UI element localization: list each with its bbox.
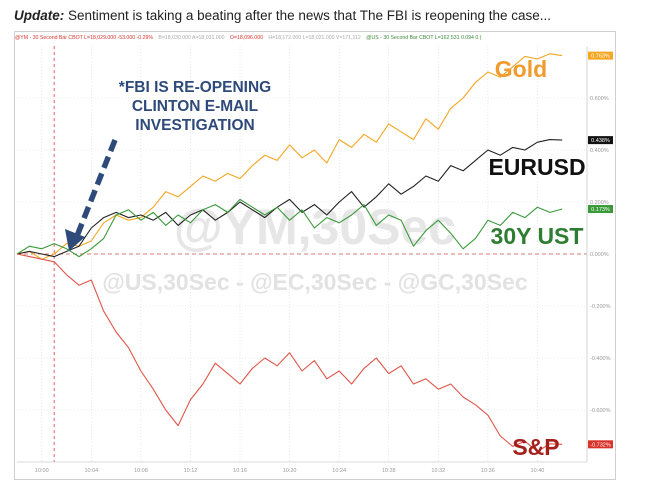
x-tick-label: 10:32 (431, 468, 445, 474)
series-line-s-p (16, 253, 563, 453)
series-label-30y-ust: 30Y UST (491, 223, 584, 249)
annotation-line-3: INVESTIGATION (135, 117, 254, 134)
series-line-eurusd (16, 139, 563, 258)
last-value-badge-gold (588, 51, 613, 60)
caption-text: Sentiment is taking a beating after the … (68, 8, 552, 23)
last-value-label-s-p: -0.732% (590, 442, 611, 448)
chart-frame: @YM - 30 Second Bar CBOT L=18,029.000 -5… (14, 31, 616, 480)
series-label-sp: S&P (512, 434, 559, 460)
y-tick-label: -0.400% (590, 356, 611, 362)
y-tick-label: -0.600% (590, 408, 611, 414)
y-tick-label: -0.200% (590, 304, 611, 310)
x-tick-label: 10:24 (332, 468, 346, 474)
annotation-arrow-shaft (74, 138, 118, 238)
series-line-30y-ust (16, 198, 563, 258)
legend-item-us: @US - 30 Second Bar CBOT L=162.531 0.094… (366, 35, 482, 41)
x-tick-label: 10:12 (184, 468, 198, 474)
series-label-layer: Gold EURUSD 30Y UST S&P (488, 56, 585, 460)
x-tick-label: 10:36 (481, 468, 495, 474)
last-value-badge-30y-ust (588, 205, 613, 214)
last-value-badge-s-p (588, 440, 613, 449)
legend-item-bid-ask: B=18,030.000 A=18,031.000 (158, 35, 225, 41)
y-tick-label: 0.200% (590, 200, 609, 206)
caption: Update: Sentiment is taking a beating af… (14, 8, 639, 23)
x-tick-label: 10:28 (382, 468, 396, 474)
watermark-layer: @YM,30Sec @US,30Sec - @EC,30Sec - @GC,30… (102, 199, 527, 295)
series-label-gold: Gold (495, 56, 547, 82)
chart-legend: @YM - 30 Second Bar CBOT L=18,029.000 -5… (15, 32, 615, 44)
legend-item-open: O=18,096.000 (229, 35, 263, 41)
last-value-label-gold: 0.763% (591, 54, 610, 60)
annotation-line-2: CLINTON E-MAIL (132, 98, 258, 115)
annotation-line-1: *FBI IS RE-OPENING (119, 79, 271, 96)
x-tick-label: 10:08 (134, 468, 148, 474)
y-tick-label: 0.600% (590, 96, 609, 102)
x-tick-label: 10:04 (84, 468, 98, 474)
x-tick-label: 10:00 (35, 468, 49, 474)
last-value-label-eurusd: 0.438% (591, 138, 610, 144)
last-value-badge-eurusd (588, 136, 613, 145)
line-chart: 10:00 10:04 10:08 10:12 10:16 10:20 10:24 10:28… (16, 46, 613, 474)
grid-layer: 10:00 10:04 10:08 10:12 10:16 10:20 10:24 10:28… (17, 46, 611, 474)
series-line-gold (16, 53, 563, 260)
legend-item-ym: @YM - 30 Second Bar CBOT L=18,029.000 -5… (15, 35, 153, 41)
x-tick-label: 10:20 (283, 468, 297, 474)
series-layer: 0.763% 0.438% 0.173% -0.732% (16, 51, 613, 453)
y-tick-label: 0.000% (590, 252, 609, 258)
legend-item-high-low: H=18,172.000 L=18,021.000 V=171,112 (268, 35, 361, 41)
last-value-label-30y-ust: 0.173% (591, 207, 610, 213)
annotation-layer: *FBI IS RE-OPENING CLINTON E-MAIL INVEST… (65, 79, 271, 251)
x-tick-label: 10:16 (233, 468, 247, 474)
caption-prefix: Update: (14, 8, 65, 23)
annotation-arrow-head (65, 229, 85, 251)
series-label-eurusd: EURUSD (488, 154, 585, 180)
y-tick-label: 0.400% (590, 148, 609, 154)
watermark-secondary: @US,30Sec - @EC,30Sec - @GC,30Sec (102, 269, 527, 295)
x-tick-label: 10:40 (531, 468, 545, 474)
